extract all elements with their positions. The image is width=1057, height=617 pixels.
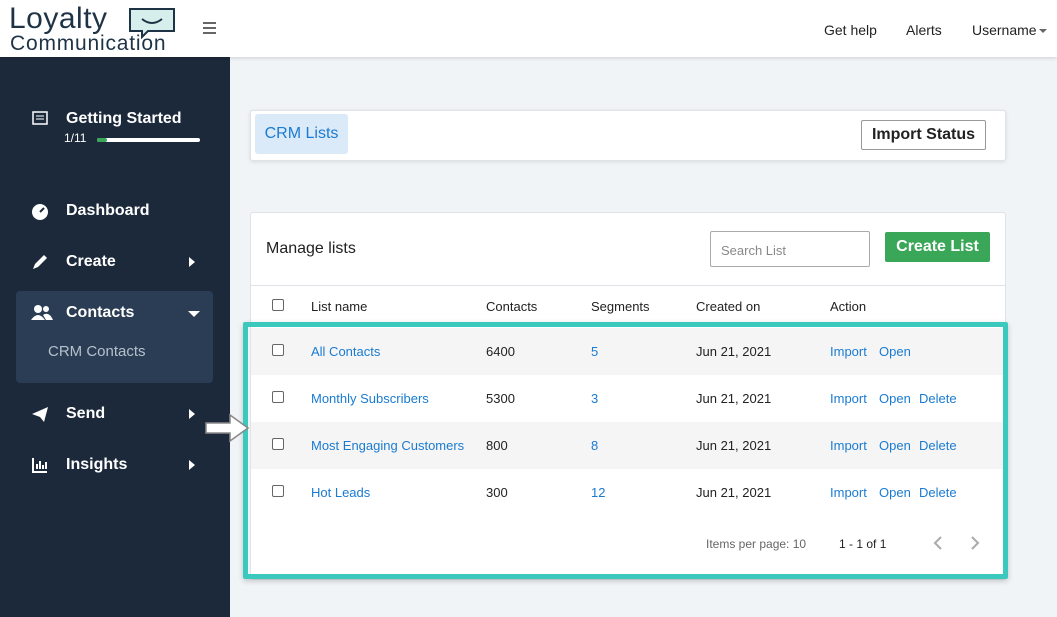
action-link[interactable]: Import [830, 438, 867, 453]
action-link[interactable]: Open [879, 344, 911, 359]
contacts-count: 300 [486, 485, 508, 500]
nav-link[interactable]: Get help [824, 22, 877, 38]
row-bg [251, 422, 1005, 469]
checkbox[interactable] [272, 391, 284, 403]
list-name[interactable]: Most Engaging Customers [311, 438, 465, 453]
checkbox[interactable] [272, 485, 284, 497]
action-link[interactable]: Import [830, 391, 867, 406]
list-name[interactable]: All Contacts [311, 344, 381, 359]
icon [32, 458, 47, 473]
button[interactable]: Import Status [861, 120, 986, 150]
column-header: Segments [591, 299, 650, 314]
caret [189, 257, 195, 267]
pagination-range: 1 - 1 of 1 [839, 537, 887, 551]
menu-item[interactable]: Getting Started [66, 110, 182, 127]
action-link[interactable]: Open [879, 391, 911, 406]
column-header: Created on [696, 299, 761, 314]
pagination-size: Items per page: 10 [706, 537, 807, 551]
contacts-count: 6400 [486, 344, 515, 359]
action-link[interactable]: Import [830, 485, 867, 500]
active-group [16, 291, 213, 383]
pointer-arrow [205, 413, 250, 443]
logo-text[interactable]: Loyalty [9, 2, 108, 35]
header: Loyalty Communication Get help Alerts Us… [0, 0, 1057, 57]
search-input[interactable]: Search List [710, 231, 870, 267]
menu-item[interactable]: Contacts [66, 304, 135, 321]
menu-item[interactable]: Create [66, 253, 116, 270]
action-link[interactable]: Delete [919, 485, 957, 500]
button[interactable]: Create List [885, 232, 990, 262]
nav-link[interactable]: Alerts [906, 22, 942, 38]
menu-toggle[interactable] [203, 22, 217, 34]
created-date: Jun 21, 2021 [696, 391, 772, 406]
contacts-count: 5300 [486, 391, 515, 406]
icon [31, 305, 53, 320]
icon [32, 407, 48, 422]
action-link[interactable]: Delete [919, 391, 957, 406]
caret [188, 311, 200, 317]
panel [250, 212, 1006, 580]
checkbox[interactable] [272, 299, 284, 311]
progress-bar [97, 138, 200, 142]
row-bg [251, 328, 1005, 375]
list-name[interactable]: Hot Leads [311, 485, 371, 500]
created-date: Jun 21, 2021 [696, 344, 772, 359]
icon [32, 111, 48, 125]
menu-item[interactable]: Dashboard [66, 202, 150, 219]
divider [251, 285, 1005, 286]
list-name[interactable]: Monthly Subscribers [311, 391, 429, 406]
action-link[interactable]: Delete [919, 438, 957, 453]
logo-icon [129, 8, 175, 39]
segments-count[interactable]: 5 [591, 344, 599, 359]
tab[interactable]: CRM Lists [255, 114, 348, 154]
highlight-box [243, 322, 1008, 579]
created-date: Jun 21, 2021 [696, 485, 772, 500]
nav-link[interactable]: Username [972, 22, 1037, 38]
submenu-item[interactable]: CRM Contacts [48, 343, 146, 360]
action-link[interactable]: Open [879, 485, 911, 500]
checkbox[interactable] [272, 438, 284, 450]
icon [33, 255, 47, 269]
caret [189, 409, 195, 419]
action-link[interactable]: Open [879, 438, 911, 453]
progress-text: 1/11 [64, 131, 87, 145]
pagination-arrows[interactable] [930, 535, 990, 551]
panel-title: Manage lists [266, 240, 356, 257]
action-link[interactable]: Import [830, 344, 867, 359]
column-header: Action [830, 299, 867, 314]
contacts-count: 800 [486, 438, 508, 453]
dropdown-caret [1039, 29, 1047, 33]
column-header: Contacts [486, 299, 538, 314]
segments-count[interactable]: 12 [591, 485, 606, 500]
segments-count[interactable]: 3 [591, 391, 599, 406]
menu-item[interactable]: Insights [66, 456, 128, 473]
column-header: List name [311, 299, 368, 314]
segments-count[interactable]: 8 [591, 438, 599, 453]
icon [32, 204, 48, 220]
logo-text[interactable]: Communication [10, 32, 167, 55]
menu-item[interactable]: Send [66, 405, 106, 422]
caret [189, 460, 195, 470]
created-date: Jun 21, 2021 [696, 438, 772, 453]
checkbox[interactable] [272, 344, 284, 356]
